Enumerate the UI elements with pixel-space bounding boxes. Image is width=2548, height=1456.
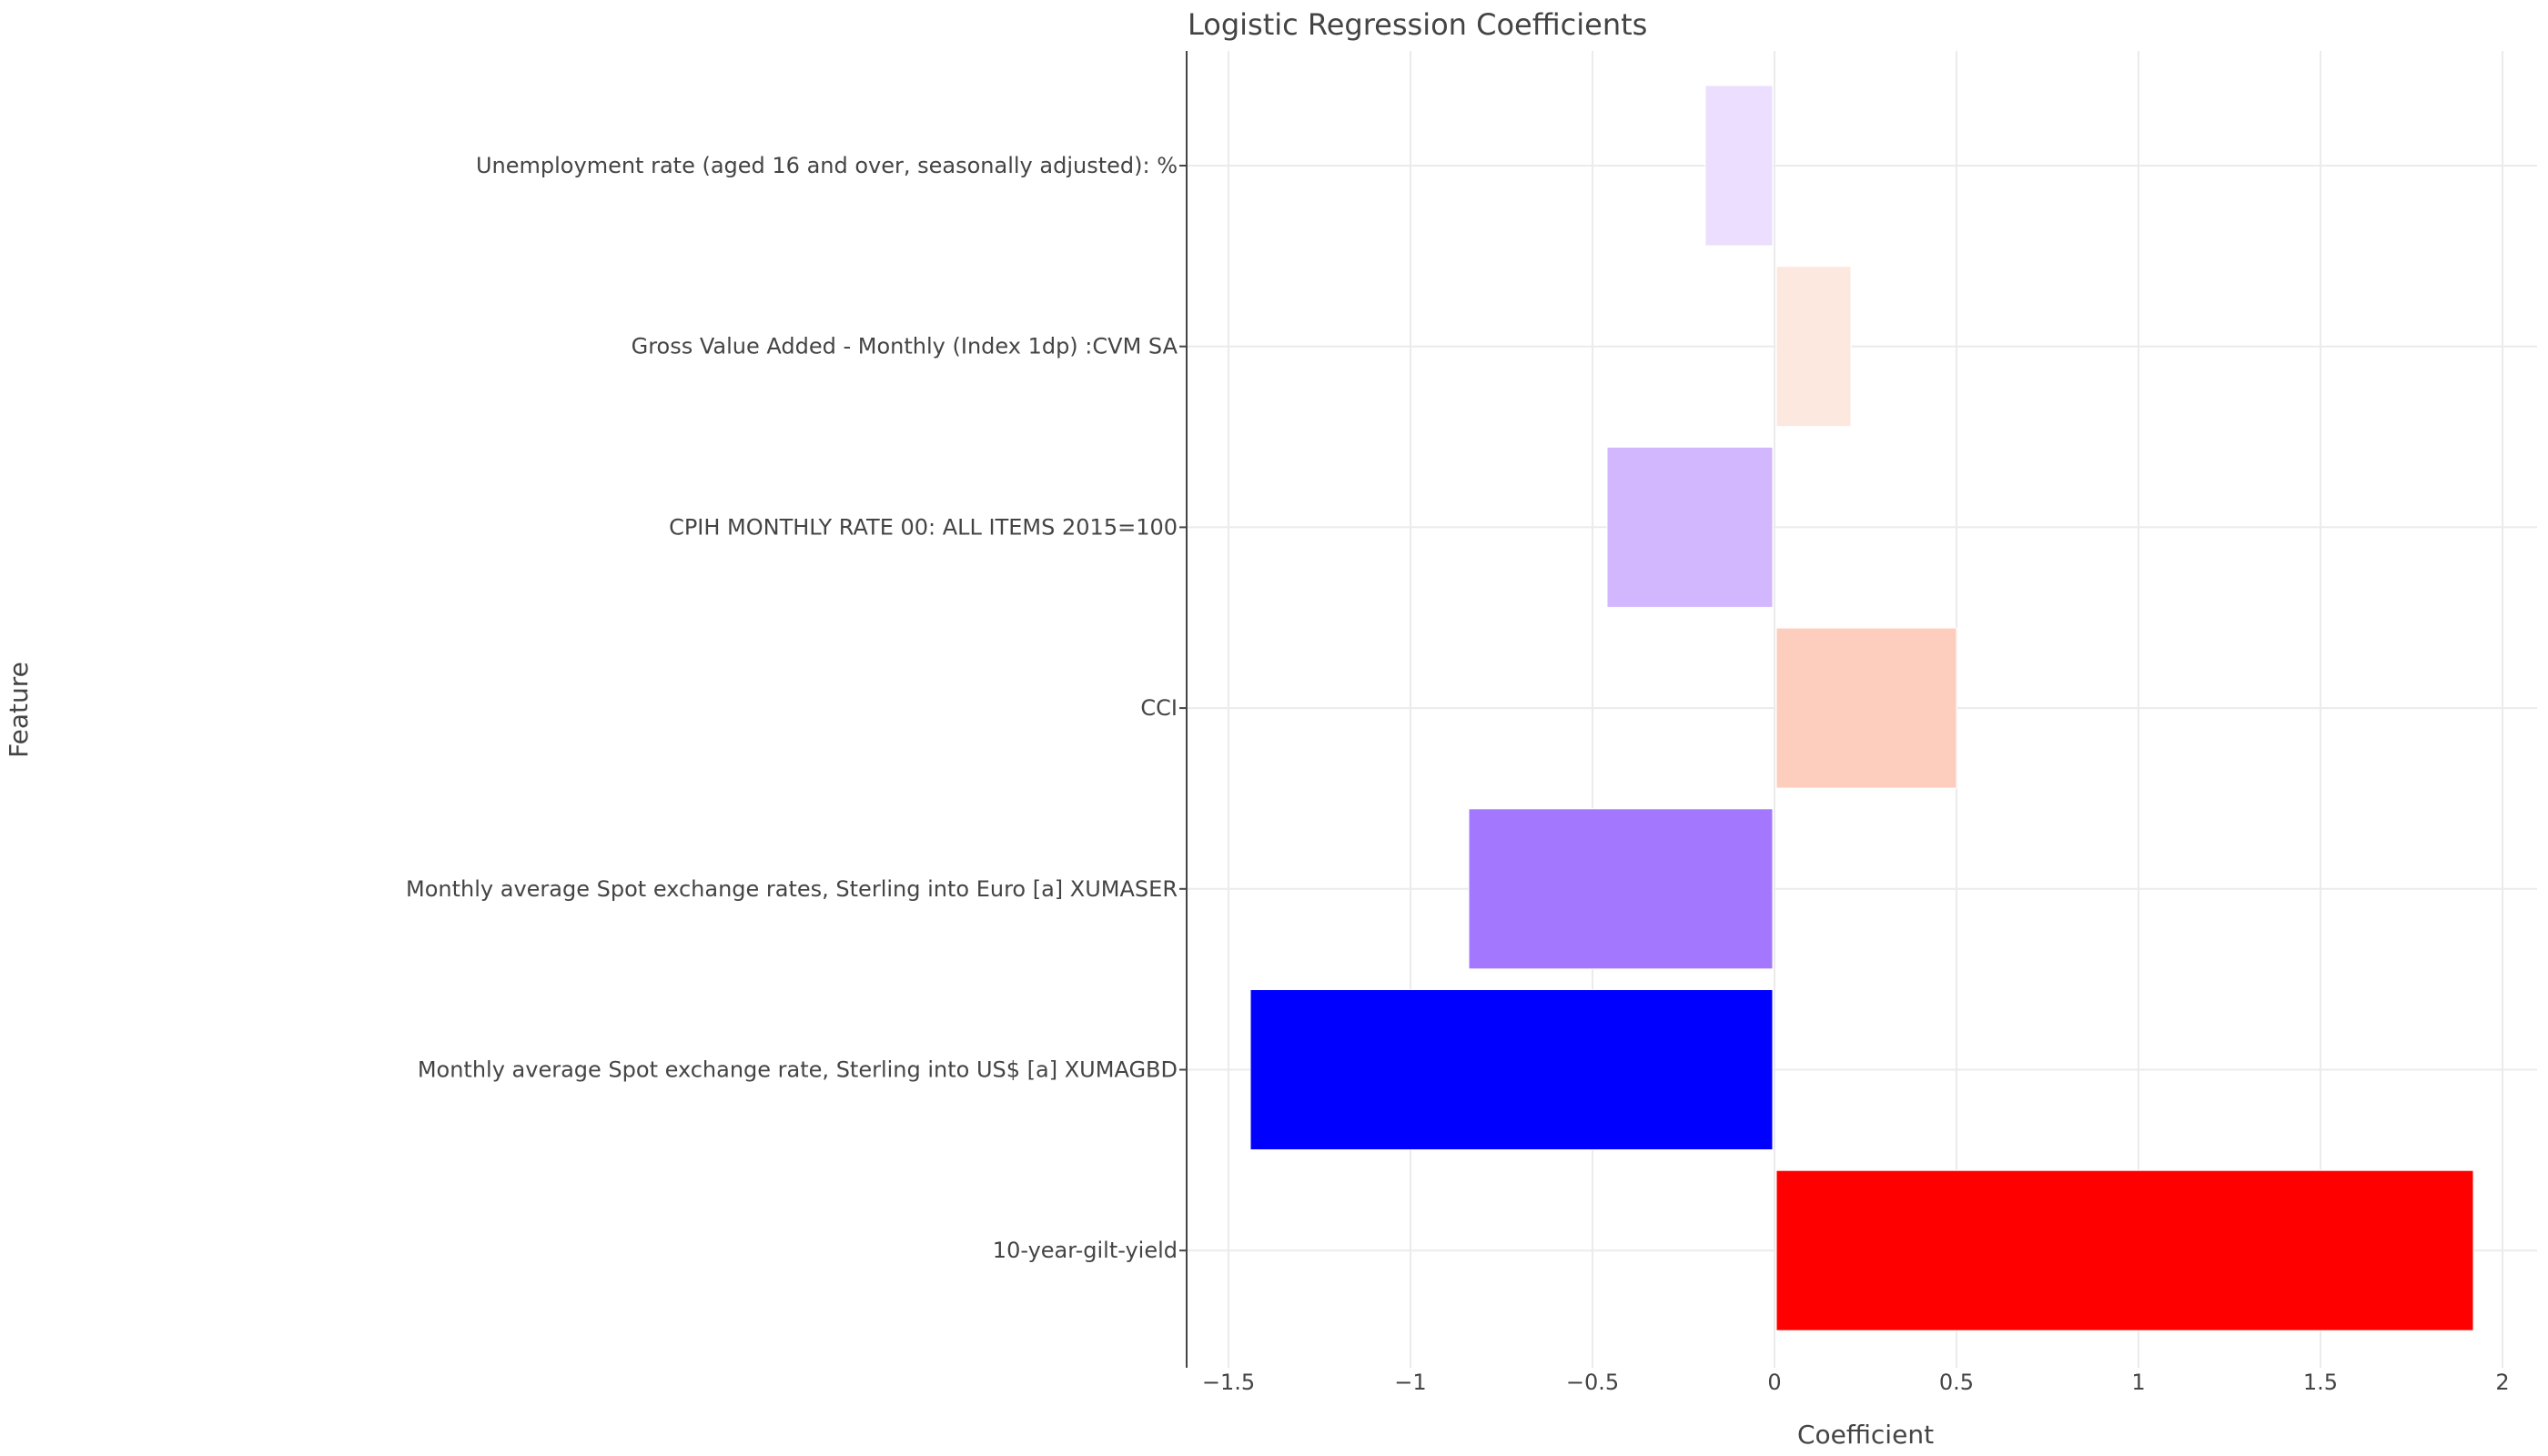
y-category-labels: Unemployment rate (aged 16 and over, sea…: [406, 153, 1178, 1263]
x-tick-label: 0: [1767, 1370, 1781, 1395]
bar: [1468, 808, 1774, 970]
x-axis-title: Coefficient: [1797, 1420, 1934, 1450]
y-category-label: CCI: [1140, 695, 1178, 721]
bar: [1606, 446, 1774, 608]
x-tick-label: 1: [2131, 1370, 2145, 1395]
y-category-label: CPIH MONTHLY RATE 00: ALL ITEMS 2015=100: [669, 514, 1178, 540]
x-tick-label: −1: [1394, 1370, 1426, 1395]
x-tick-label: −0.5: [1566, 1370, 1619, 1395]
bars: [1249, 85, 2474, 1331]
x-tick-labels: −1.5 −1 −0.5 0 0.5 1 1.5 2: [1202, 1370, 2510, 1395]
x-tick-label: −1.5: [1202, 1370, 1255, 1395]
y-category-label: 10-year-gilt-yield: [993, 1238, 1178, 1263]
chart-title: Logistic Regression Coefficients: [1188, 7, 1647, 42]
bar: [1249, 989, 1774, 1150]
x-tick-label: 0.5: [1939, 1370, 1974, 1395]
axes: [1179, 51, 1188, 1368]
x-tick-label: 1.5: [2303, 1370, 2338, 1395]
bar: [1775, 266, 1852, 428]
y-axis-title: Feature: [4, 662, 34, 758]
bar: [1775, 627, 1957, 789]
x-tick-label: 2: [2495, 1370, 2509, 1395]
y-category-label: Monthly average Spot exchange rate, Ster…: [418, 1057, 1178, 1083]
y-category-label: Gross Value Added - Monthly (Index 1dp) …: [632, 334, 1178, 359]
bar: [1704, 85, 1774, 247]
bar: [1775, 1169, 2474, 1331]
y-category-label: Unemployment rate (aged 16 and over, sea…: [476, 153, 1178, 178]
y-category-label: Monthly average Spot exchange rates, Ste…: [406, 876, 1178, 902]
